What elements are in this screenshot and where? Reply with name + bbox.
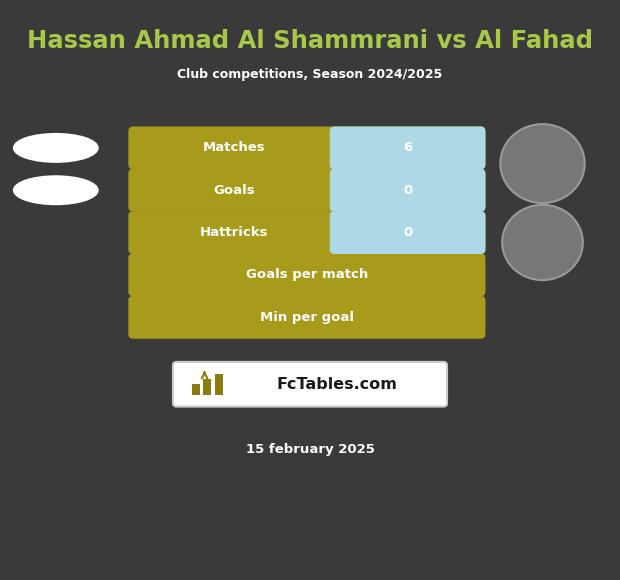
Bar	[203, 379, 211, 395]
Bar	[335, 216, 347, 249]
FancyBboxPatch shape	[128, 126, 485, 169]
Text: Goals: Goals	[213, 184, 255, 197]
Ellipse shape	[14, 134, 98, 162]
Bar	[215, 374, 223, 395]
Text: 0: 0	[403, 226, 412, 239]
Text: Club competitions, Season 2024/2025: Club competitions, Season 2024/2025	[177, 68, 443, 81]
Text: Hattricks: Hattricks	[200, 226, 268, 239]
Ellipse shape	[14, 176, 98, 204]
Text: Hassan Ahmad Al Shammrani vs Al Fahad: Hassan Ahmad Al Shammrani vs Al Fahad	[27, 28, 593, 53]
Text: Matches: Matches	[203, 142, 265, 154]
Bar	[335, 173, 347, 207]
Circle shape	[500, 124, 585, 203]
FancyBboxPatch shape	[128, 211, 485, 254]
FancyBboxPatch shape	[173, 362, 447, 407]
Text: Min per goal: Min per goal	[260, 311, 354, 324]
FancyBboxPatch shape	[330, 211, 485, 254]
Bar	[192, 384, 200, 395]
Text: 0: 0	[403, 184, 412, 197]
Bar	[335, 131, 347, 165]
FancyBboxPatch shape	[128, 296, 485, 339]
Text: 15 february 2025: 15 february 2025	[246, 443, 374, 456]
FancyBboxPatch shape	[330, 126, 485, 169]
FancyBboxPatch shape	[330, 169, 485, 212]
FancyBboxPatch shape	[128, 253, 485, 296]
Text: 6: 6	[403, 142, 412, 154]
FancyBboxPatch shape	[128, 169, 485, 212]
Text: FcTables.com: FcTables.com	[277, 377, 397, 392]
Text: Goals per match: Goals per match	[246, 269, 368, 281]
Circle shape	[502, 205, 583, 280]
